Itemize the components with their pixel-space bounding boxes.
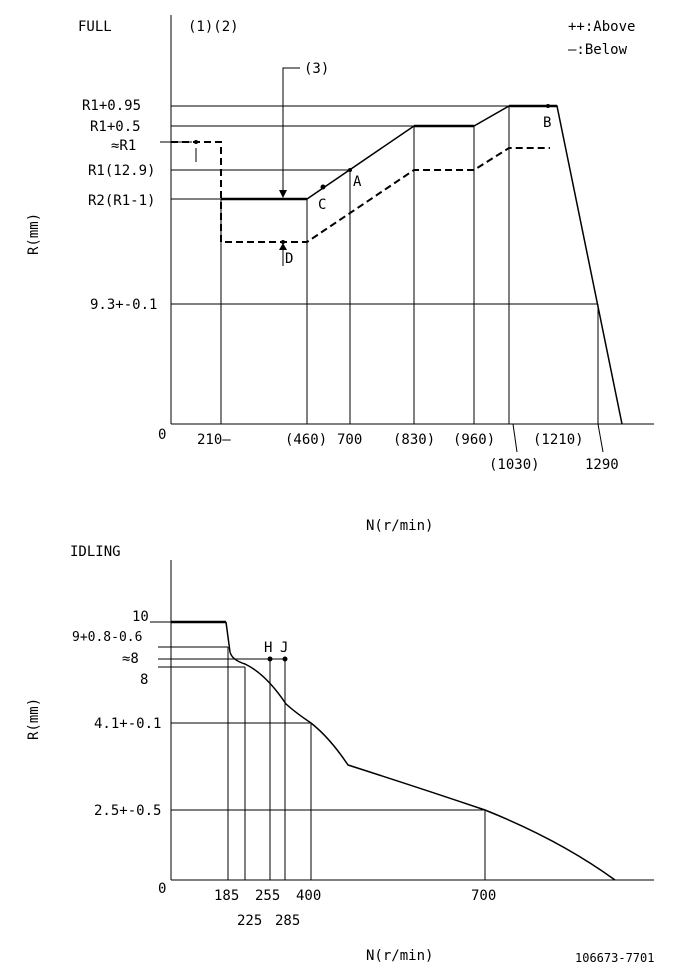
- ytick-r1-05: R1+0.5: [90, 119, 141, 135]
- ixtick-225: 225: [237, 913, 262, 929]
- ixtick-185: 185: [214, 888, 239, 904]
- iytick-approx8: ≈8: [122, 651, 139, 667]
- ytick-93: 9.3+-0.1: [90, 297, 157, 313]
- full-title: FULL: [78, 19, 112, 35]
- iytick-8: 8: [140, 672, 148, 688]
- xtick-1210: (1210): [533, 432, 584, 448]
- legend-below: —:Below: [568, 42, 628, 58]
- xtick-700: 700: [337, 432, 362, 448]
- leader-1030: [512, 423, 518, 453]
- point-c-dot: [320, 184, 326, 190]
- idling-chart: IDLING 0 R(mm) N(r/min) H J 10 9+0.8-0.6…: [26, 544, 654, 964]
- callout-3-arrow: [279, 190, 287, 198]
- point-d-dot: [281, 240, 285, 244]
- ixtick-285: 285: [275, 913, 300, 929]
- xtick-830: (830): [393, 432, 435, 448]
- point-j-label: J: [280, 640, 288, 656]
- point-c-label: C: [318, 197, 326, 213]
- point-b-dot: [546, 104, 550, 108]
- full-notes: (1)(2): [188, 19, 239, 35]
- part-number: 106673-7701: [575, 951, 654, 965]
- full-ylabel: R(mm): [26, 213, 42, 255]
- idling-origin: 0: [158, 881, 166, 897]
- point-d-arrow: [279, 243, 287, 250]
- full-xlabel: N(r/min): [366, 518, 433, 534]
- idling-curve: [225, 621, 616, 881]
- idling-title: IDLING: [70, 544, 121, 560]
- ixtick-700: 700: [471, 888, 496, 904]
- ytick-r1-095: R1+0.95: [82, 98, 141, 114]
- iytick-9: 9+0.8-0.6: [72, 630, 142, 645]
- idling-ylabel: R(mm): [26, 698, 42, 740]
- leader-1290: [597, 423, 604, 453]
- point-a-dot: [348, 168, 352, 172]
- callout-3-label: (3): [304, 61, 329, 77]
- ytick-r1-approx: ≈R1: [111, 138, 136, 154]
- legend-above: ++:Above: [568, 19, 635, 35]
- ixtick-400: 400: [296, 888, 321, 904]
- xtick-1290: 1290: [585, 457, 619, 473]
- ixtick-255: 255: [255, 888, 280, 904]
- ytick-r2: R2(R1-1): [88, 193, 155, 209]
- full-chart: FULL (1)(2) ++:Above —:Below 0 R(mm) N(r…: [26, 15, 654, 534]
- point-b-label: B: [543, 115, 551, 131]
- idling-xlabel: N(r/min): [366, 948, 433, 964]
- xtick-210: 210—: [197, 432, 231, 448]
- full-lower-limit-curve: [171, 141, 550, 243]
- iytick-25: 2.5+-0.5: [94, 803, 161, 819]
- callout-3-leader: [282, 67, 300, 194]
- full-main-curve: [306, 105, 623, 425]
- point-i-dot: [194, 140, 198, 144]
- point-h-label: H: [264, 640, 272, 656]
- iytick-10: 10: [132, 609, 149, 625]
- xtick-960: (960): [453, 432, 495, 448]
- point-h-dot: [267, 656, 273, 662]
- xtick-460: (460): [285, 432, 327, 448]
- point-j-dot: [282, 656, 288, 662]
- iytick-41: 4.1+-0.1: [94, 716, 161, 732]
- full-origin: 0: [158, 427, 166, 443]
- xtick-1030: (1030): [489, 457, 540, 473]
- ytick-r1-129: R1(12.9): [88, 163, 155, 179]
- point-a-label: A: [353, 174, 362, 190]
- point-d-label: D: [285, 251, 293, 267]
